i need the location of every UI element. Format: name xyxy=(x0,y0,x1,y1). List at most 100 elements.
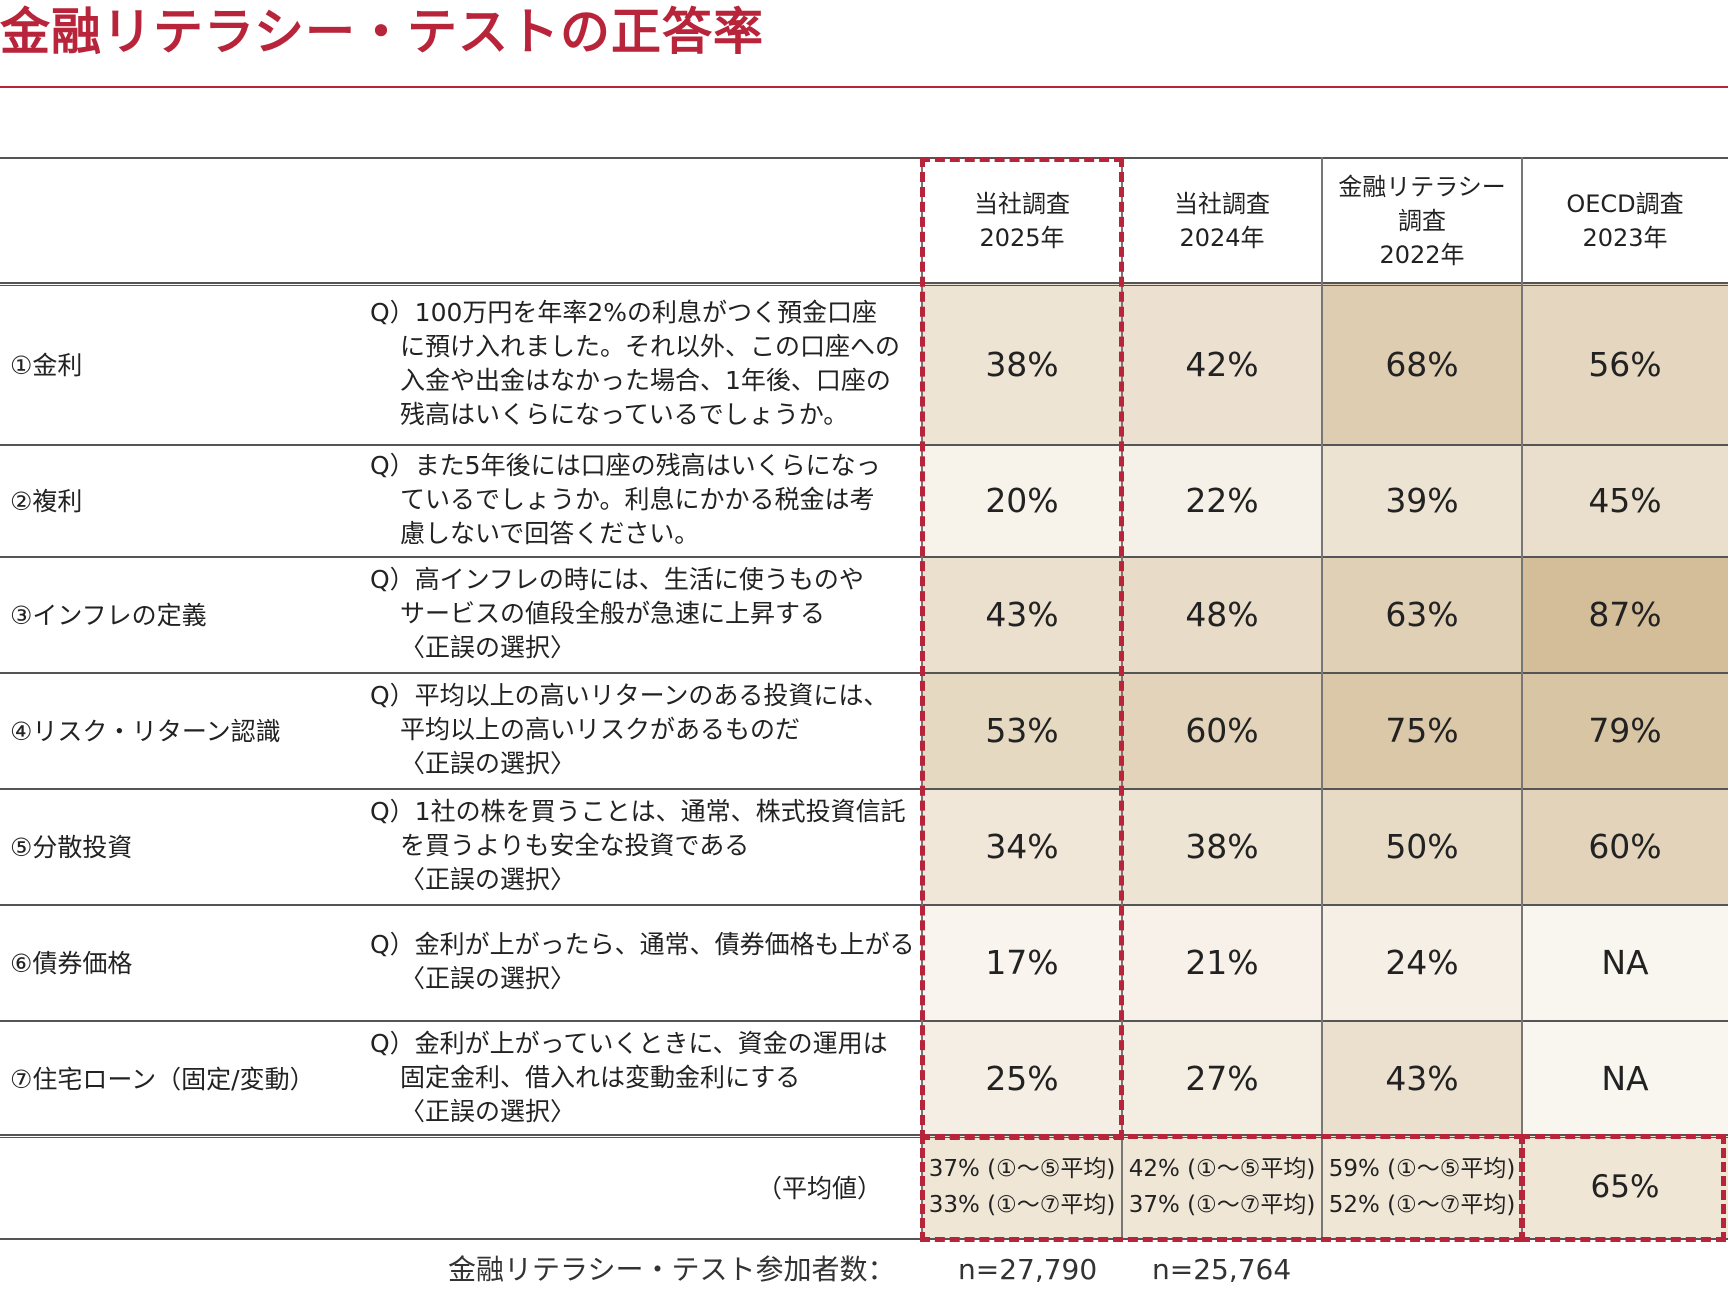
table-row: ③インフレの定義 Q）高インフレの時には、生活に使うものやサービスの値段全般が急速… xyxy=(0,556,1728,672)
row-rule xyxy=(0,1137,1728,1138)
row-rule xyxy=(0,1134,1728,1136)
value-cell: 39% xyxy=(1322,444,1522,556)
column-rule xyxy=(921,157,923,1238)
question-line: サービスの値段全般が急速に上昇する xyxy=(400,599,826,628)
column-header-line: 金融リテラシー xyxy=(1338,172,1506,201)
row-rule xyxy=(0,157,1728,159)
table-row: ⑥債券価格 Q）金利が上がったら、通常、債券価格も上がる 〈正誤の選択〉 17% 21%… xyxy=(0,904,1728,1020)
value-cell: 48% xyxy=(1122,556,1322,672)
row-rule xyxy=(0,556,1728,558)
row-rule xyxy=(0,672,1728,674)
footer-n-2025: n=27,790 xyxy=(958,1253,1098,1286)
value-cell: 53% xyxy=(922,672,1122,788)
footer-n-2024: n=25,764 xyxy=(1152,1253,1292,1286)
row-question: Q）高インフレの時には、生活に使うものやサービスの値段全般が急速に上昇する 〈正誤… xyxy=(370,556,922,672)
header-row: 当社調査 2025年 当社調査 2024年 金融リテラシー 調査 2022年 OECD調査 20… xyxy=(0,157,1728,284)
average-line: 65% xyxy=(1590,1169,1660,1205)
value-cell: 27% xyxy=(1122,1020,1322,1136)
average-line: 37% (①～⑦平均) xyxy=(1128,1192,1316,1218)
value-cell: 42% xyxy=(1122,284,1322,444)
value-cell: 50% xyxy=(1322,788,1522,904)
row-rule xyxy=(0,788,1728,790)
value-cell: 34% xyxy=(922,788,1122,904)
column-header: 当社調査 2024年 xyxy=(1122,157,1322,284)
column-rule xyxy=(1521,157,1523,1238)
row-label: ⑤分散投資 xyxy=(10,833,133,862)
column-header-line: 2022年 xyxy=(1379,240,1465,269)
column-header-line: 2024年 xyxy=(1179,223,1265,252)
column-rule xyxy=(1121,157,1123,1238)
column-header: 当社調査 2025年 xyxy=(922,157,1122,284)
value-cell: 45% xyxy=(1522,444,1728,556)
row-label: ④リスク・リターン認識 xyxy=(10,717,281,746)
question-line: を買うよりも安全な投資である xyxy=(400,831,750,860)
column-header-line: OECD調査 xyxy=(1566,189,1684,218)
row-question: Q）平均以上の高いリターンのある投資には、平均以上の高いリスクがあるものだ 〈正誤… xyxy=(370,672,922,788)
table-row: ②複利 Q）また5年後には口座の残高はいくらになっ ているでしょうか。利息にかかる税… xyxy=(0,444,1728,556)
question-line: 〈正誤の選択〉 xyxy=(400,633,576,662)
value-cell: 68% xyxy=(1322,284,1522,444)
question-line: 入金や出金はなかった場合、1年後、口座の xyxy=(400,366,891,395)
value-cell: 56% xyxy=(1522,284,1728,444)
row-question: Q）100万円を年率2%の利息がつく預金口座 に預け入れました。それ以外、この口座… xyxy=(370,284,922,444)
column-rule xyxy=(1321,157,1323,1238)
value-cell: 21% xyxy=(1122,904,1322,1020)
value-cell: 87% xyxy=(1522,556,1728,672)
row-question: Q）金利が上がったら、通常、債券価格も上がる 〈正誤の選択〉 xyxy=(370,904,922,1020)
row-rule xyxy=(0,1238,1728,1240)
average-row: （平均値） 37% (①～⑤平均) 33% (①～⑦平均) 42% (①～⑤平均) 37… xyxy=(0,1136,1728,1238)
value-cell: 63% xyxy=(1322,556,1522,672)
value-cell: 43% xyxy=(922,556,1122,672)
row-question: Q）1社の株を買うことは、通常、株式投資信託を買うよりも安全な投資である 〈正誤の… xyxy=(370,788,922,904)
column-header-line: 調査 xyxy=(1398,206,1446,235)
page-title: 金融リテラシー・テストの正答率 xyxy=(0,3,764,61)
question-line: 〈正誤の選択〉 xyxy=(400,964,576,993)
value-cell: 22% xyxy=(1122,444,1322,556)
question-line: 慮しないで回答ください。 xyxy=(400,519,700,548)
row-label: ②複利 xyxy=(10,487,83,516)
value-cell: 17% xyxy=(922,904,1122,1020)
row-question: Q）金利が上がっていくときに、資金の運用は固定金利、借入れは変動金利にする 〈正誤… xyxy=(370,1020,922,1136)
question-line: 〈正誤の選択〉 xyxy=(400,1097,576,1126)
value-cell: 38% xyxy=(1122,788,1322,904)
row-label: ③インフレの定義 xyxy=(10,601,207,630)
footer-label: 金融リテラシー・テスト参加者数： xyxy=(448,1253,896,1286)
column-header-line: 当社調査 xyxy=(1174,189,1270,218)
average-label: （平均値） xyxy=(756,1174,882,1203)
column-header-line: 2025年 xyxy=(979,223,1065,252)
column-header-line: 2023年 xyxy=(1582,223,1668,252)
average-line: 52% (①～⑦平均) xyxy=(1328,1192,1516,1218)
question-line: に預け入れました。それ以外、この口座への xyxy=(400,332,901,361)
row-label: ⑦住宅ローン（固定/変動） xyxy=(10,1065,315,1094)
table-row: ⑤分散投資 Q）1社の株を買うことは、通常、株式投資信託を買うよりも安全な投資であ… xyxy=(0,788,1728,904)
row-rule xyxy=(0,444,1728,446)
row-rule xyxy=(0,285,1728,286)
question-line: 〈正誤の選択〉 xyxy=(400,749,576,778)
value-cell: 24% xyxy=(1322,904,1522,1020)
question-line: Q）1社の株を買うことは、通常、株式投資信託 xyxy=(370,797,906,826)
average-line: 33% (①～⑦平均) xyxy=(928,1192,1116,1218)
question-line: Q）また5年後には口座の残高はいくらになっ xyxy=(370,451,881,480)
column-header: 金融リテラシー 調査 2022年 xyxy=(1322,157,1522,284)
question-line: 平均以上の高いリスクがあるものだ xyxy=(400,715,801,744)
table-row: ⑦住宅ローン（固定/変動） Q）金利が上がっていくときに、資金の運用は固定金利、借… xyxy=(0,1020,1728,1136)
question-line: 残高はいくらになっているでしょうか。 xyxy=(400,400,849,429)
value-cell: NA xyxy=(1522,1020,1728,1136)
row-label: ⑥債券価格 xyxy=(10,949,133,978)
column-header: OECD調査 2023年 xyxy=(1522,157,1728,284)
average-cell: 65% xyxy=(1522,1136,1728,1238)
question-line: 〈正誤の選択〉 xyxy=(400,865,576,894)
question-line: Q）高インフレの時には、生活に使うものや xyxy=(370,565,864,594)
question-line: Q）金利が上がっていくときに、資金の運用は xyxy=(370,1029,888,1058)
question-line: Q）平均以上の高いリターンのある投資には、 xyxy=(370,681,889,710)
average-line: 59% (①～⑤平均) xyxy=(1328,1156,1516,1182)
row-rule xyxy=(0,282,1728,284)
value-cell: 75% xyxy=(1322,672,1522,788)
literacy-table: 当社調査 2025年 当社調査 2024年 金融リテラシー 調査 2022年 OECD調査 20… xyxy=(0,157,1728,1242)
average-cell: 59% (①～⑤平均) 52% (①～⑦平均) xyxy=(1322,1136,1522,1238)
row-rule xyxy=(0,904,1728,906)
row-label: ①金利 xyxy=(10,351,83,380)
table-row: ④リスク・リターン認識 Q）平均以上の高いリターンのある投資には、平均以上の高いリ… xyxy=(0,672,1728,788)
value-cell: 60% xyxy=(1522,788,1728,904)
question-line: 固定金利、借入れは変動金利にする xyxy=(400,1063,801,1092)
